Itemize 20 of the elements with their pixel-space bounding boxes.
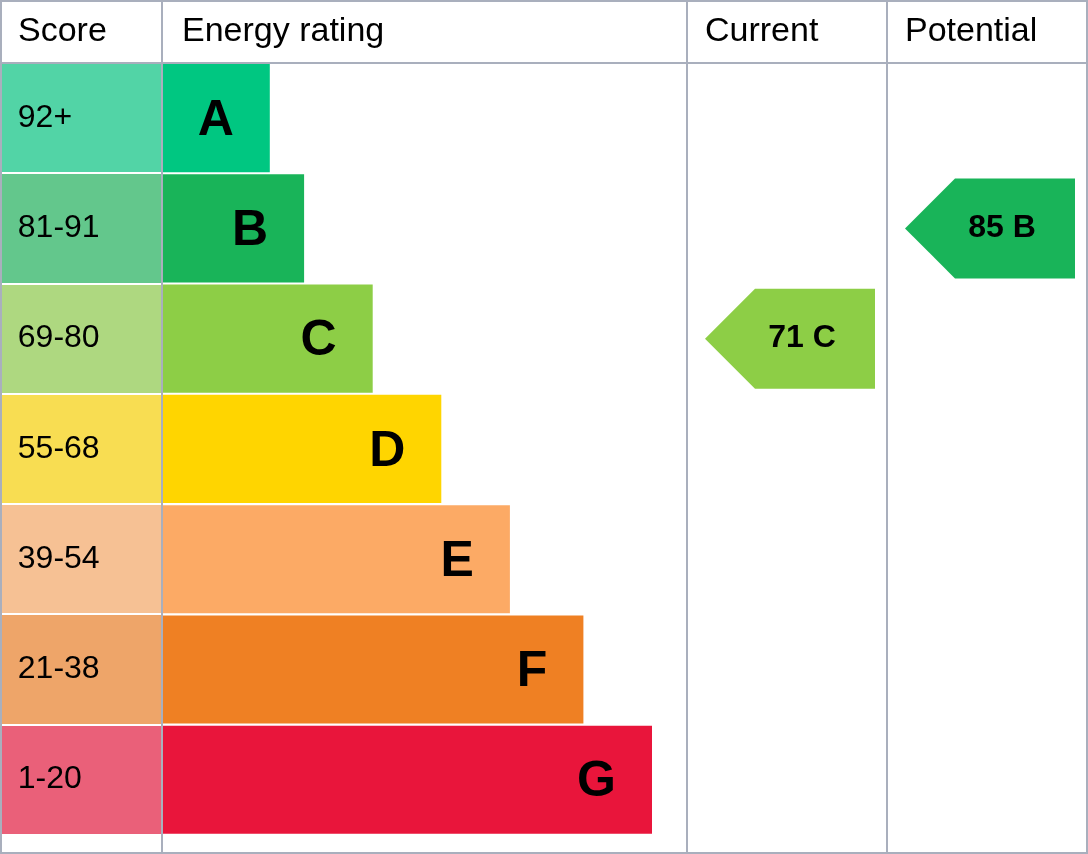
annotation: B <box>231 200 269 257</box>
x-axis-title: Energy rating <box>182 9 385 48</box>
annotation: C <box>300 310 337 367</box>
annotation: G <box>577 751 616 808</box>
y-axis-title: Score <box>18 9 107 48</box>
annotation: E <box>440 530 474 587</box>
text: 85 B <box>968 208 1036 245</box>
y-tick-label: 92+ <box>0 97 73 134</box>
text: 71 C <box>768 318 836 355</box>
y-tick-label: 81-91 <box>0 208 100 245</box>
y-tick-label: 1-20 <box>0 759 82 796</box>
y-tick-label: 55-68 <box>0 428 100 465</box>
text: Current <box>705 9 819 48</box>
y-tick-label: 39-54 <box>0 538 100 575</box>
text: Potential <box>905 9 1038 48</box>
annotation: D <box>369 420 406 477</box>
y-tick-label: 69-80 <box>0 318 100 355</box>
y-tick-label: 21-38 <box>0 649 100 686</box>
annotation: A <box>197 89 234 146</box>
annotation: F <box>516 641 548 698</box>
